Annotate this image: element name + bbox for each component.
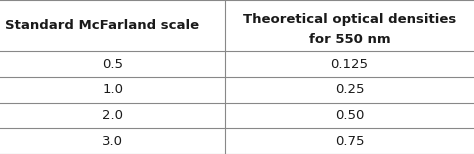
Text: 3.0: 3.0 <box>102 135 123 148</box>
Text: for 550 nm: for 550 nm <box>309 33 391 46</box>
Text: Standard McFarland scale: Standard McFarland scale <box>5 19 199 32</box>
Text: 0.75: 0.75 <box>335 135 365 148</box>
Text: 1.0: 1.0 <box>102 83 123 96</box>
Text: 2.0: 2.0 <box>102 109 123 122</box>
Text: 0.5: 0.5 <box>102 58 123 71</box>
Text: 0.25: 0.25 <box>335 83 365 96</box>
Text: Theoretical optical densities: Theoretical optical densities <box>243 13 456 26</box>
Text: 0.50: 0.50 <box>335 109 364 122</box>
Text: 0.125: 0.125 <box>330 58 369 71</box>
